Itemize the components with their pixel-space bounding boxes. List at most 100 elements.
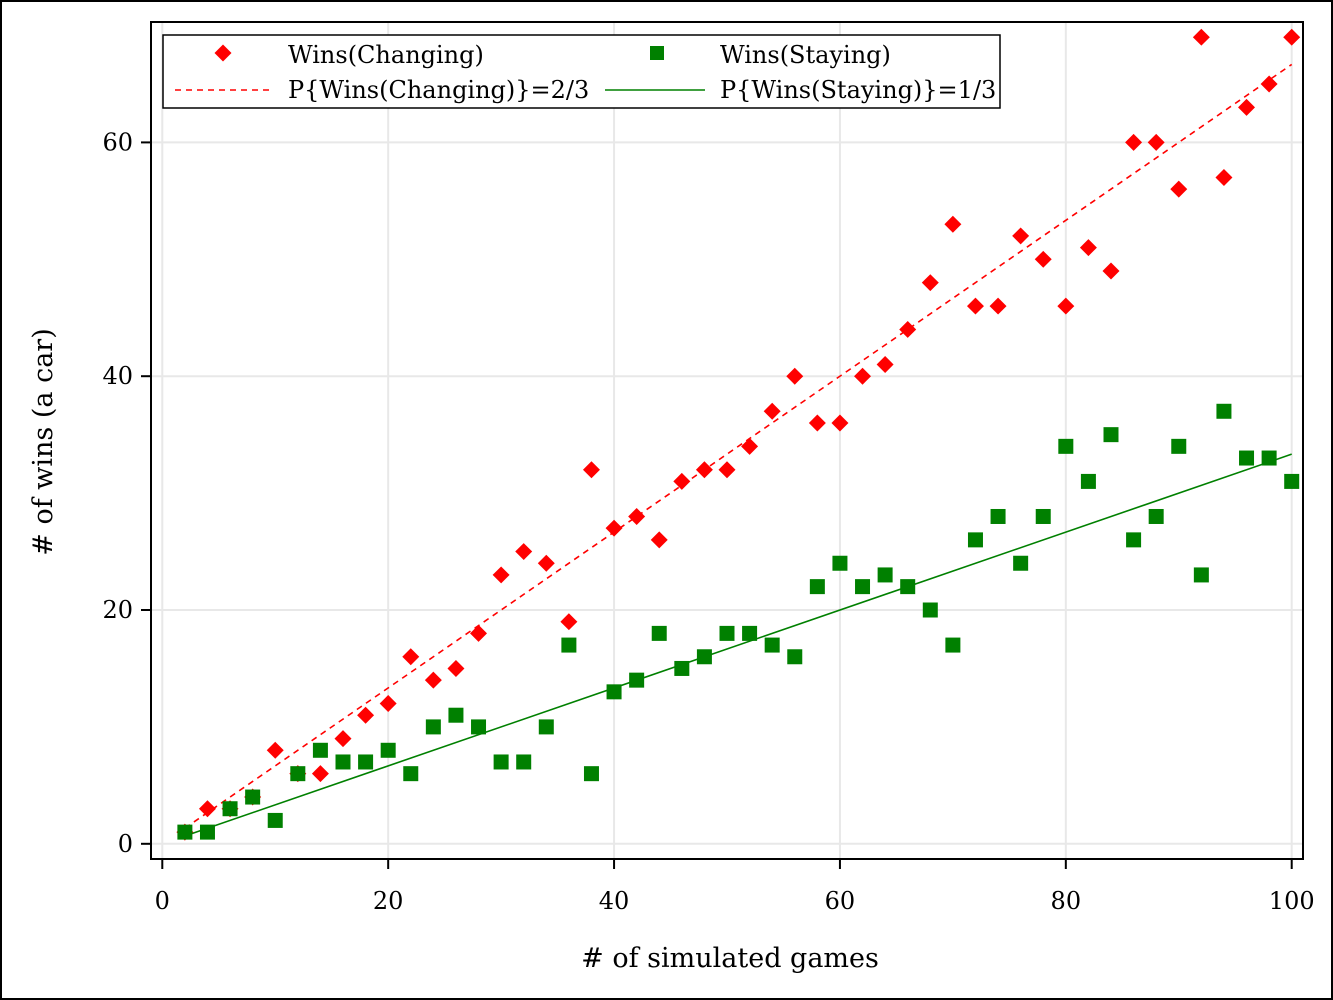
legend-label-changing: Wins(Changing) <box>288 41 484 69</box>
point-staying <box>1261 450 1277 466</box>
x-axis-label: # of simulated games <box>581 943 879 974</box>
point-changing <box>402 648 420 666</box>
point-changing <box>808 414 826 432</box>
point-changing <box>944 215 962 233</box>
y-tick-label: 20 <box>102 596 133 624</box>
point-staying <box>1284 473 1300 489</box>
point-changing <box>447 659 465 677</box>
point-changing <box>1012 227 1030 245</box>
point-staying <box>945 637 961 653</box>
fit-lines <box>184 63 1293 837</box>
point-staying <box>583 766 599 782</box>
point-changing <box>966 297 984 315</box>
plot-frame <box>150 21 1304 860</box>
point-staying <box>245 789 261 805</box>
point-changing <box>379 695 397 713</box>
x-tick-label: 100 <box>1269 887 1315 915</box>
point-staying <box>267 812 283 828</box>
point-changing <box>650 531 668 549</box>
point-changing <box>357 706 375 724</box>
point-staying <box>448 707 464 723</box>
point-staying <box>222 801 238 817</box>
point-changing <box>786 367 804 385</box>
point-changing <box>515 543 533 561</box>
point-changing <box>854 367 872 385</box>
point-changing <box>560 613 578 631</box>
point-staying <box>742 625 758 641</box>
point-changing <box>334 730 352 748</box>
y-tick-label: 40 <box>102 362 133 390</box>
legend-box <box>162 34 1001 109</box>
point-staying <box>1058 438 1074 454</box>
point-changing <box>695 461 713 479</box>
point-staying <box>1216 403 1232 419</box>
point-staying <box>1080 473 1096 489</box>
point-staying <box>1239 450 1255 466</box>
point-changing <box>899 320 917 338</box>
fit-line <box>184 453 1292 837</box>
fit-line <box>184 63 1293 829</box>
point-staying <box>990 508 1006 524</box>
point-staying <box>719 625 735 641</box>
point-staying <box>651 625 667 641</box>
legend-label-p-changing: P{Wins(Changing)}=2/3 <box>288 76 589 104</box>
point-changing <box>582 461 600 479</box>
point-changing <box>763 402 781 420</box>
point-staying <box>290 766 306 782</box>
point-staying <box>403 766 419 782</box>
point-staying <box>335 754 351 770</box>
point-changing <box>876 356 894 374</box>
y-axis-label: # of wins (a car) <box>28 328 59 555</box>
x-tick-label: 80 <box>1051 887 1082 915</box>
x-tick-label: 60 <box>825 887 856 915</box>
point-changing <box>537 554 555 572</box>
point-staying <box>380 742 396 758</box>
y-tick-label: 0 <box>118 830 133 858</box>
axis-ticks: 0 20 40 60 80 100 0 20 40 60 <box>102 128 1314 915</box>
point-staying <box>922 602 938 618</box>
point-staying <box>1193 567 1209 583</box>
point-staying <box>674 660 690 676</box>
legend: Wins(Changing) Wins(Staying) P{Wins(Chan… <box>162 34 1001 109</box>
point-staying <box>967 532 983 548</box>
point-staying <box>1171 438 1187 454</box>
point-staying <box>538 719 554 735</box>
point-staying <box>1148 508 1164 524</box>
point-changing <box>311 765 329 783</box>
point-staying <box>855 579 871 595</box>
point-changing <box>266 741 284 759</box>
point-changing <box>424 671 442 689</box>
point-changing <box>921 274 939 292</box>
point-staying <box>199 824 215 840</box>
point-staying <box>787 649 803 665</box>
legend-label-p-staying: P{Wins(Staying)}=1/3 <box>720 76 996 104</box>
point-staying <box>1126 532 1142 548</box>
point-staying <box>516 754 532 770</box>
point-staying <box>832 555 848 571</box>
y-tick-label: 60 <box>102 128 133 156</box>
point-staying <box>471 719 487 735</box>
x-tick-label: 40 <box>599 887 630 915</box>
point-changing <box>198 800 216 818</box>
point-changing <box>831 414 849 432</box>
point-changing <box>470 624 488 642</box>
x-tick-label: 0 <box>155 887 170 915</box>
point-staying <box>764 637 780 653</box>
legend-label-staying: Wins(Staying) <box>720 41 891 69</box>
point-staying <box>493 754 509 770</box>
point-staying <box>177 824 193 840</box>
point-changing <box>673 472 691 490</box>
point-changing <box>718 461 736 479</box>
legend-square-icon <box>650 46 664 60</box>
point-staying <box>900 579 916 595</box>
point-staying <box>1103 427 1119 443</box>
point-staying <box>561 637 577 653</box>
point-staying <box>877 567 893 583</box>
point-staying <box>809 579 825 595</box>
point-staying <box>696 649 712 665</box>
point-staying <box>1035 508 1051 524</box>
point-changing <box>605 519 623 537</box>
point-staying <box>629 672 645 688</box>
